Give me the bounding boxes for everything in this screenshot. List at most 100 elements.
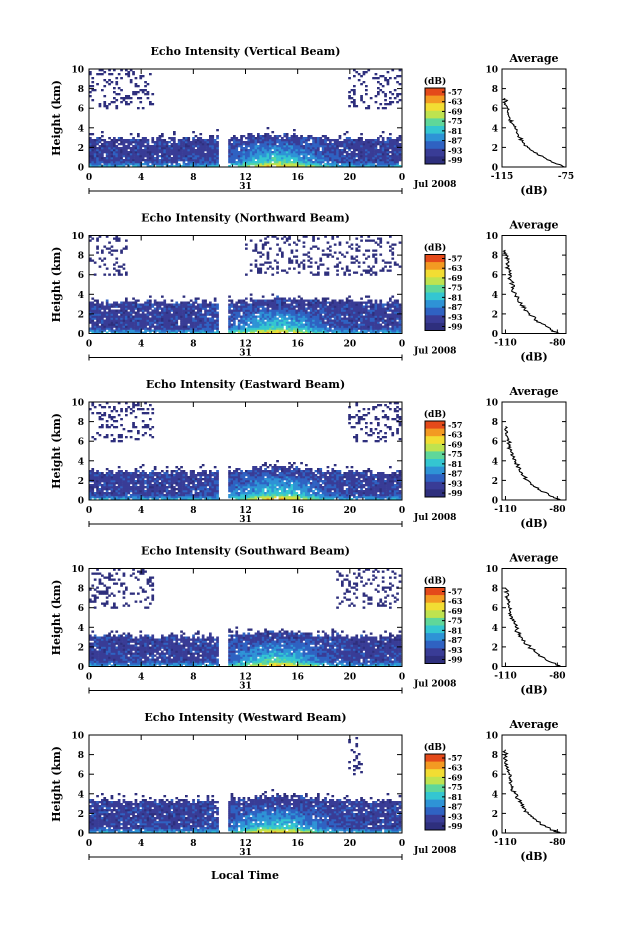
echo-cell: [300, 321, 303, 324]
echo-cell: [331, 303, 335, 306]
echo-cell: [314, 151, 318, 154]
colorbar-tick-label: -81: [448, 292, 462, 302]
echo-cell: [295, 135, 299, 138]
echo-cell: [372, 159, 375, 162]
echo-cell: [398, 327, 402, 330]
echo-cell: [283, 329, 287, 332]
echo-cell: [98, 305, 102, 308]
echo-cell: [89, 494, 92, 497]
echo-cell: [197, 319, 200, 322]
echo-cell: [146, 323, 150, 326]
echo-cell: [173, 317, 176, 320]
echo-cell: [312, 317, 315, 320]
echo-cell: [353, 257, 356, 260]
echo-cell: [362, 161, 366, 164]
echo-cell: [115, 147, 119, 150]
echo-cell: [307, 137, 311, 140]
echo-cell: [269, 323, 272, 326]
echo-cell: [288, 155, 291, 158]
echo-cell: [228, 327, 231, 330]
echo-cell: [240, 143, 243, 146]
echo-cell: [115, 159, 119, 162]
echo-cell: [348, 143, 351, 146]
echo-cell: [233, 157, 236, 160]
echo-cell: [350, 141, 354, 144]
echo-cell: [273, 135, 277, 138]
echo-cell: [367, 329, 371, 332]
echo-cell: [209, 307, 212, 310]
echo-cell: [360, 97, 363, 100]
echo-cell: [391, 151, 395, 154]
echo-cell: [98, 319, 102, 322]
echo-cell: [120, 301, 123, 304]
echo-cell: [273, 329, 277, 332]
echo-cell: [353, 313, 356, 316]
echo-cell: [134, 147, 138, 150]
echo-cell: [197, 303, 200, 306]
echo-cell: [338, 323, 342, 326]
echo-cell: [211, 329, 215, 332]
echo-cell: [324, 271, 327, 274]
echo-cell: [108, 482, 111, 485]
echo-cell: [391, 243, 395, 246]
echo-cell: [117, 321, 121, 324]
echo-cell: [252, 327, 255, 330]
echo-cell: [381, 305, 385, 308]
echo-cell: [137, 151, 140, 154]
echo-cell: [261, 245, 265, 248]
echo-cell: [144, 93, 147, 96]
echo-cell: [144, 159, 147, 162]
echo-cell: [372, 157, 375, 160]
echo-cell: [173, 315, 176, 318]
echo-cell: [105, 402, 109, 405]
echo-cell: [317, 313, 320, 316]
echo-cell: [108, 315, 111, 318]
echo-cell: [98, 307, 102, 310]
echo-cell: [264, 149, 267, 152]
echo-cell: [261, 253, 265, 256]
echo-cell: [153, 141, 157, 144]
echo-cell: [336, 319, 339, 322]
echo-cell: [173, 131, 176, 134]
echo-cell: [132, 137, 135, 140]
echo-cell: [125, 97, 128, 100]
echo-cell: [125, 476, 128, 479]
echo-cell: [259, 321, 263, 324]
echo-cell: [91, 488, 95, 491]
echo-cell: [261, 161, 265, 164]
echo-cell: [170, 147, 174, 150]
echo-cell: [288, 143, 291, 146]
echo-cell: [273, 313, 277, 316]
echo-cell: [336, 263, 339, 266]
echo-cell: [180, 303, 183, 306]
echo-cell: [170, 157, 174, 160]
echo-cell: [391, 145, 395, 148]
echo-cell: [141, 319, 145, 322]
echo-cell: [393, 331, 397, 334]
echo-cell: [91, 309, 95, 312]
echo-cell: [165, 309, 169, 312]
echo-cell: [240, 327, 243, 330]
echo-cell: [393, 261, 397, 264]
echo-cell: [398, 69, 402, 72]
echo-cell: [187, 161, 191, 164]
echo-cell: [149, 474, 152, 477]
echo-cell: [326, 247, 330, 250]
echo-cell: [182, 157, 186, 160]
echo-cell: [103, 309, 107, 312]
echo-cell: [120, 408, 123, 411]
echo-cell: [317, 141, 320, 144]
echo-cell: [189, 317, 193, 320]
echo-cell: [290, 149, 294, 152]
echo-cell: [117, 434, 121, 437]
echo-cell: [93, 496, 97, 499]
y-tick-label: 8: [78, 252, 84, 262]
echo-cell: [129, 159, 133, 162]
echo-cell: [312, 235, 315, 238]
echo-cell: [350, 261, 354, 264]
echo-cell: [391, 155, 395, 158]
echo-cell: [345, 309, 349, 312]
echo-cell: [101, 329, 104, 332]
echo-cell: [269, 313, 272, 316]
echo-cell: [393, 139, 397, 142]
